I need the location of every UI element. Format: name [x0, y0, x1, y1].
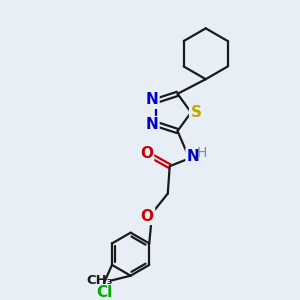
- Text: N: N: [146, 92, 158, 107]
- Text: Cl: Cl: [96, 285, 112, 300]
- Text: N: N: [187, 149, 200, 164]
- Text: CH₃: CH₃: [86, 274, 112, 287]
- Text: N: N: [146, 117, 158, 132]
- Text: O: O: [141, 208, 154, 224]
- Text: S: S: [190, 105, 201, 120]
- Text: H: H: [197, 146, 207, 160]
- Text: O: O: [140, 146, 153, 161]
